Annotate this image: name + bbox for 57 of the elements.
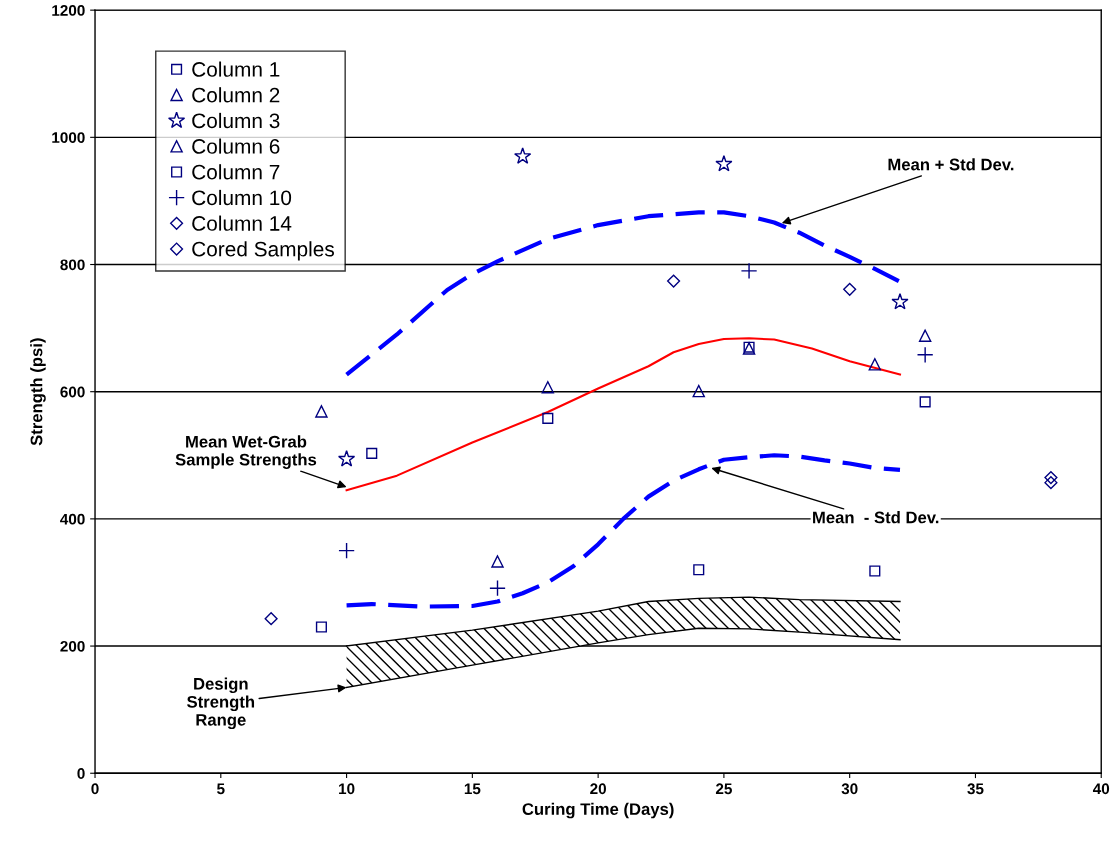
point: [916, 346, 934, 364]
point: [514, 147, 532, 164]
x-tick-label: 0: [91, 783, 99, 795]
y-tick-label: 800: [60, 259, 85, 271]
point: [315, 405, 328, 418]
point: [489, 579, 506, 597]
point: [366, 447, 378, 459]
point: [337, 450, 356, 467]
y-tick-label: 1000: [52, 132, 85, 144]
legend-label: Column 14: [192, 215, 292, 231]
point: [919, 396, 931, 408]
point: [315, 621, 327, 633]
point: [491, 555, 504, 568]
point: [715, 155, 733, 172]
line-series: [344, 210, 903, 377]
y-tick-label: 200: [60, 640, 85, 652]
x-tick-label: 30: [841, 783, 858, 795]
x-tick-label: 20: [590, 783, 606, 795]
legend-label: Column 10: [192, 189, 292, 206]
annotation: Design Strength Range: [187, 677, 255, 730]
y-tick-label: 0: [77, 768, 85, 779]
x-tick-label: 15: [464, 783, 481, 795]
line-series: [344, 453, 903, 609]
point: [1044, 476, 1058, 490]
x-tick-label: 35: [967, 783, 984, 795]
y-tick-label: 400: [60, 513, 85, 525]
point: [869, 565, 881, 577]
point: [740, 262, 758, 280]
annotation: Mean - Std Dev.: [813, 511, 939, 524]
legend-label: Column 3: [192, 112, 280, 129]
point: [868, 358, 882, 371]
point: [843, 282, 857, 296]
legend-label: Cored Samples: [192, 241, 335, 261]
point: [542, 412, 554, 424]
point: [891, 293, 909, 310]
point: [264, 612, 278, 626]
x-axis-title: Curing Time (Days): [522, 802, 674, 819]
point: [1044, 470, 1058, 485]
x-tick-label: 40: [1092, 783, 1110, 795]
point: [338, 542, 355, 560]
x-tick-label: 5: [217, 783, 225, 795]
y-tick-label: 1200: [52, 5, 85, 16]
legend-label: Column 2: [192, 87, 280, 103]
legend-label: Column 7: [192, 164, 280, 180]
annotation: Mean + Std Dev.: [888, 158, 1014, 171]
point: [667, 274, 681, 288]
point: [541, 380, 555, 394]
legend-label: Column 6: [192, 138, 280, 154]
annotation: Mean Wet-Grab Sample Strengths: [175, 435, 317, 469]
point: [918, 329, 932, 342]
point: [693, 564, 705, 576]
x-tick-label: 25: [715, 783, 732, 795]
legend-label: Column 1: [192, 61, 280, 77]
y-tick-label: 600: [60, 386, 85, 398]
point: [692, 384, 706, 398]
x-tick-label: 10: [339, 783, 355, 795]
y-axis-title: Strength (psi): [30, 338, 46, 446]
